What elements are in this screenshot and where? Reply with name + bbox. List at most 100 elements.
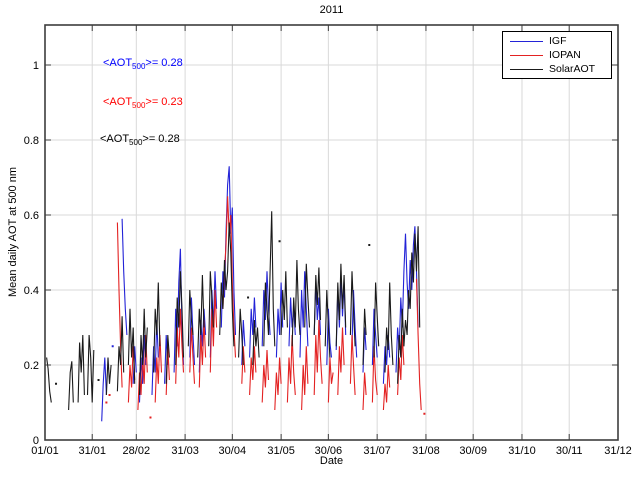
series-line-solaraot: [219, 222, 235, 347]
series-line-iopan: [261, 349, 270, 403]
aot-mean-annotation-iopan: <AOT500>= 0.23: [103, 96, 183, 110]
series-line-iopan: [241, 346, 246, 384]
series-line-iopan: [286, 334, 296, 403]
y-tick-label: 1: [33, 60, 39, 72]
y-axis-label: Mean daily AOT at 500 nm: [7, 166, 19, 298]
annotation-text-part: 500: [132, 62, 146, 72]
series-line-iopan: [397, 334, 405, 396]
series-line-igf: [132, 346, 137, 384]
series-line-igf: [249, 297, 257, 358]
data-point-iopan: [108, 394, 111, 396]
annotation-text-part: >= 0.28: [142, 133, 180, 145]
series-line-solaraot: [165, 334, 170, 384]
data-point-solaraot: [247, 296, 250, 299]
legend-label: IGF: [549, 35, 567, 47]
data-point-solaraot: [368, 244, 371, 246]
annotation-text-part: <AOT: [100, 133, 130, 145]
series-line-igf: [326, 308, 333, 366]
series-line-solaraot: [208, 271, 214, 347]
series-line-solaraot: [313, 267, 322, 336]
legend-line-sample: [510, 68, 543, 70]
series-line-igf: [189, 297, 196, 366]
x-axis-label: Date: [319, 455, 344, 467]
series-line-igf: [351, 289, 358, 358]
x-tick-label: 31/05: [267, 445, 295, 457]
annotation-text-part: <AOT: [103, 96, 133, 108]
series-line-igf: [101, 357, 107, 422]
x-tick-label: 31/08: [412, 445, 440, 457]
series-line-iopan: [189, 327, 196, 384]
x-tick-label: 28/02: [123, 445, 151, 457]
series-line-iopan: [198, 319, 207, 388]
legend: IGF IOPAN SolarAOT: [502, 31, 612, 79]
legend-line-sample: [510, 40, 543, 42]
series-line-iopan: [382, 364, 391, 411]
x-tick-label: 30/09: [459, 445, 487, 457]
series-line-iopan: [371, 346, 378, 403]
data-point-iopan: [149, 416, 152, 419]
data-point-iopan: [423, 412, 426, 415]
series-line-solaraot: [304, 263, 311, 328]
annotation-text-part: 500: [132, 101, 146, 111]
chart-title: 2011: [319, 4, 344, 16]
series-line-iopan: [349, 334, 356, 396]
series-line-solaraot: [384, 282, 394, 373]
series-line-solaraot: [324, 289, 331, 358]
data-point-solaraot: [55, 382, 58, 385]
series-line-solaraot: [238, 308, 244, 366]
y-tick-label: 0.6: [24, 210, 39, 222]
legend-item-igf: IGF: [503, 34, 611, 48]
data-point-iopan: [105, 401, 108, 404]
series-line-solaraot: [263, 211, 276, 347]
annotation-text-part: 500: [129, 138, 143, 148]
series-line-igf: [395, 226, 419, 373]
series-line-iopan: [209, 289, 218, 373]
data-point-solaraot: [97, 379, 100, 381]
x-tick-label: 30/06: [315, 445, 343, 457]
series-line-solaraot: [127, 308, 136, 384]
series-line-iopan: [301, 346, 309, 411]
x-tick-label: 30/04: [219, 445, 247, 457]
series-line-solaraot: [138, 308, 148, 396]
series-line-solaraot: [335, 263, 347, 347]
series-line-solaraot: [397, 226, 421, 384]
legend-line-sample: [510, 54, 543, 56]
series-line-iopan: [415, 278, 422, 411]
series-line-iopan: [116, 222, 123, 388]
series-line-solaraot: [373, 282, 380, 358]
series-line-solaraot: [77, 334, 85, 403]
y-tick-label: 0.8: [24, 135, 39, 147]
y-tick-label: 0.4: [24, 285, 39, 297]
series-line-solaraot: [252, 319, 260, 366]
series-line-solaraot: [362, 308, 367, 366]
series-line-solaraot: [291, 259, 301, 347]
series-line-solaraot: [46, 357, 52, 403]
series-line-igf: [121, 218, 128, 336]
series-line-solaraot: [187, 289, 194, 347]
legend-item-solaraot: SolarAOT: [503, 62, 611, 76]
series-line-solaraot: [86, 334, 95, 403]
legend-item-iopan: IOPAN: [503, 48, 611, 62]
series-line-solaraot: [105, 357, 112, 396]
x-tick-label: 31/07: [363, 445, 391, 457]
legend-label: IOPAN: [549, 49, 581, 61]
series-line-iopan: [274, 357, 282, 411]
x-tick-label: 30/11: [556, 445, 583, 457]
data-point-igf: [111, 345, 114, 348]
series-line-solaraot: [153, 282, 161, 373]
y-tick-label: 0: [33, 435, 39, 447]
annotation-text-part: >= 0.23: [145, 96, 183, 108]
series-line-solaraot: [280, 271, 288, 336]
x-tick-label: 31/12: [604, 445, 632, 457]
series-line-solaraot: [197, 274, 205, 358]
series-line-iopan: [313, 319, 323, 396]
series-line-igf: [299, 271, 309, 358]
x-tick-label: 31/10: [508, 445, 536, 457]
series-line-igf: [275, 282, 284, 358]
series-line-solaraot: [68, 361, 74, 411]
annotation-text-part: <AOT: [103, 57, 133, 69]
x-tick-label: 31/03: [171, 445, 199, 457]
x-tick-label: 31/01: [78, 445, 106, 457]
series-line-solaraot: [116, 316, 125, 392]
